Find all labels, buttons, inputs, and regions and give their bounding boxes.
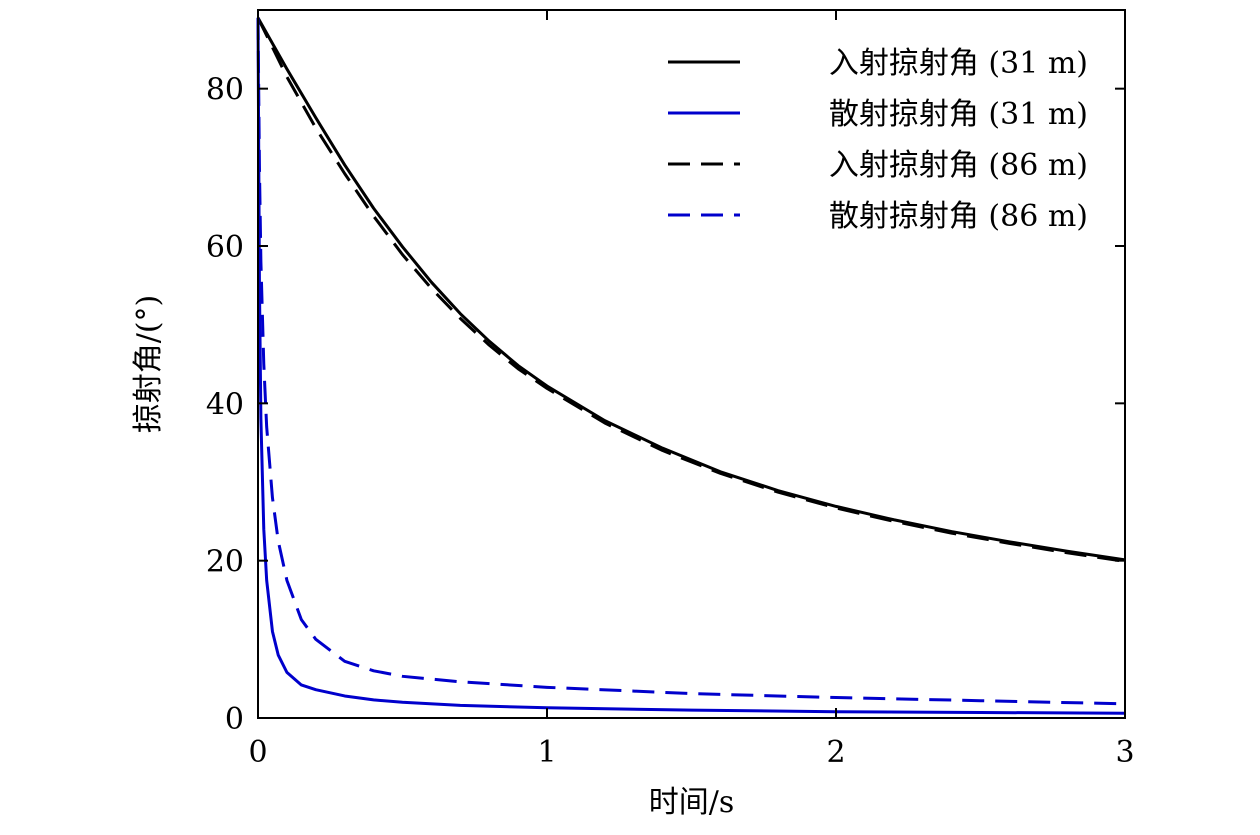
y-tick-label: 0 (225, 702, 244, 737)
x-tick-label: 0 (248, 735, 267, 770)
x-axis-title: 时间/s (649, 785, 735, 820)
x-tick-label: 2 (826, 735, 845, 770)
plot-lines (256, 17, 1126, 715)
series-line-1 (256, 17, 1126, 715)
y-tick-label: 80 (206, 73, 244, 108)
series-line-2 (256, 17, 1126, 563)
x-tick-label: 3 (1115, 735, 1134, 770)
x-tick-label: 1 (537, 735, 556, 770)
y-tick-label: 60 (206, 230, 244, 265)
axis-ticks (257, 10, 1126, 719)
series-line-0 (256, 17, 1126, 562)
series-line-3 (256, 17, 1126, 706)
plot-frame (257, 9, 1126, 719)
y-tick-label: 40 (206, 387, 244, 422)
legend-label-2: 入射掠射角 (86 m) (829, 148, 1088, 183)
axis-tick-labels: 0 1 2 3 0 20 40 60 80 (206, 73, 1135, 770)
y-tick-label: 20 (206, 545, 244, 580)
legend-label-1: 散射掠射角 (31 m) (829, 97, 1088, 132)
legend: 入射掠射角 (31 m) 散射掠射角 (31 m) 入射掠射角 (86 m) 散射掠射… (668, 46, 1088, 234)
legend-label-3: 散射掠射角 (86 m) (829, 199, 1088, 234)
y-axis-title: 掠射角/(°) (131, 295, 166, 434)
legend-label-0: 入射掠射角 (31 m) (829, 46, 1088, 81)
